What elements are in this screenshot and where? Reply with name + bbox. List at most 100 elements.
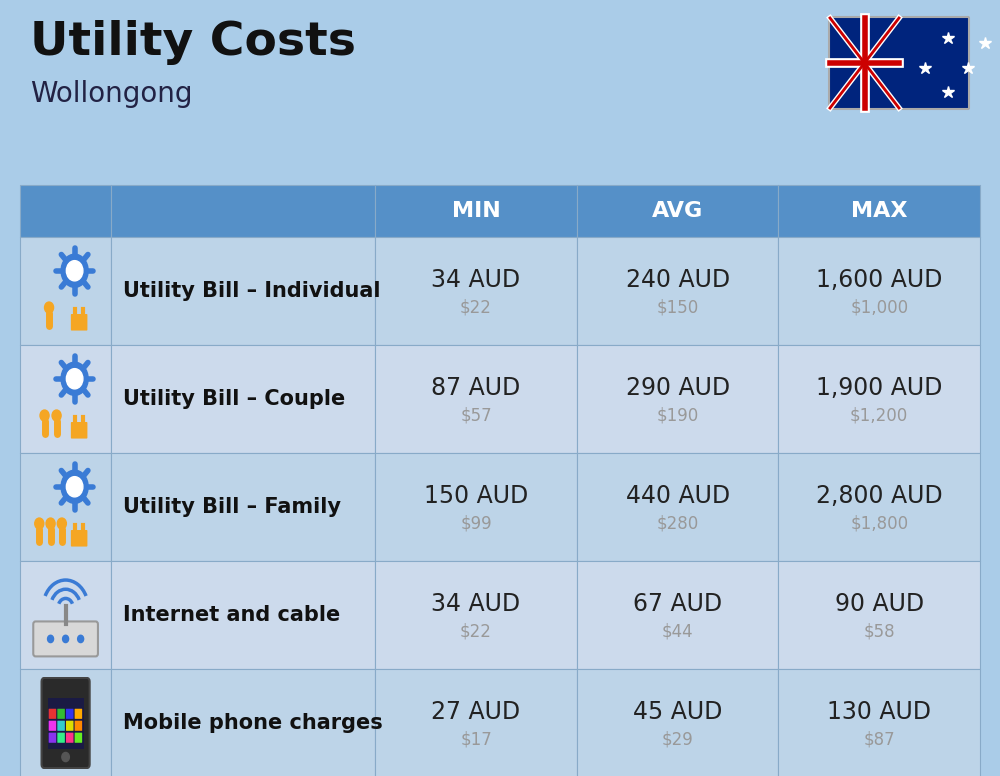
Text: Utility Bill – Couple: Utility Bill – Couple: [123, 389, 345, 409]
Bar: [20, 561, 111, 669]
FancyBboxPatch shape: [66, 721, 73, 731]
Bar: [111, 561, 375, 669]
Bar: [778, 185, 980, 237]
Circle shape: [48, 636, 54, 643]
Text: $29: $29: [662, 730, 693, 748]
Text: Utility Bill – Family: Utility Bill – Family: [123, 497, 341, 517]
Bar: [577, 453, 778, 561]
FancyBboxPatch shape: [71, 422, 87, 438]
Circle shape: [52, 410, 61, 421]
Bar: [111, 345, 375, 453]
Bar: [778, 669, 980, 776]
Circle shape: [46, 518, 55, 529]
Bar: [20, 185, 111, 237]
FancyBboxPatch shape: [57, 721, 65, 731]
Bar: [778, 561, 980, 669]
Bar: [20, 345, 111, 453]
Bar: [20, 453, 111, 561]
Text: 87 AUD: 87 AUD: [431, 376, 521, 400]
FancyBboxPatch shape: [71, 530, 87, 546]
Text: $44: $44: [662, 622, 693, 640]
Bar: [111, 237, 375, 345]
Bar: [20, 669, 111, 776]
FancyBboxPatch shape: [75, 721, 82, 731]
FancyBboxPatch shape: [66, 708, 73, 719]
Text: Wollongong: Wollongong: [30, 80, 192, 108]
Circle shape: [61, 362, 88, 395]
Text: MAX: MAX: [851, 201, 907, 221]
FancyBboxPatch shape: [57, 708, 65, 719]
Text: Mobile phone charges: Mobile phone charges: [123, 713, 383, 733]
Bar: [111, 453, 375, 561]
Text: Internet and cable: Internet and cable: [123, 605, 340, 625]
Bar: [577, 185, 778, 237]
Circle shape: [66, 476, 83, 497]
Bar: [111, 669, 375, 776]
Bar: [577, 237, 778, 345]
Circle shape: [57, 518, 66, 529]
FancyBboxPatch shape: [48, 698, 84, 749]
FancyBboxPatch shape: [49, 721, 56, 731]
Bar: [577, 669, 778, 776]
Circle shape: [63, 636, 69, 643]
Text: Utility Costs: Utility Costs: [30, 20, 356, 65]
Bar: [20, 237, 111, 345]
Bar: [375, 237, 577, 345]
Text: 34 AUD: 34 AUD: [431, 592, 521, 616]
Text: $1,800: $1,800: [850, 514, 908, 532]
Circle shape: [66, 261, 83, 281]
Bar: [111, 185, 375, 237]
Text: $57: $57: [460, 406, 492, 424]
Text: $99: $99: [460, 514, 492, 532]
Text: 150 AUD: 150 AUD: [424, 484, 528, 508]
Bar: [375, 453, 577, 561]
Text: 1,600 AUD: 1,600 AUD: [816, 268, 942, 293]
Circle shape: [78, 636, 84, 643]
Text: $58: $58: [863, 622, 895, 640]
Text: 90 AUD: 90 AUD: [835, 592, 924, 616]
Text: 34 AUD: 34 AUD: [431, 268, 521, 293]
FancyBboxPatch shape: [66, 733, 73, 743]
Text: AVG: AVG: [652, 201, 703, 221]
Circle shape: [40, 410, 49, 421]
Circle shape: [45, 302, 54, 313]
Bar: [375, 345, 577, 453]
Text: 2,800 AUD: 2,800 AUD: [816, 484, 943, 508]
FancyBboxPatch shape: [49, 733, 56, 743]
Text: 45 AUD: 45 AUD: [633, 700, 722, 724]
Text: $190: $190: [656, 406, 699, 424]
FancyBboxPatch shape: [71, 314, 87, 331]
Text: $1,200: $1,200: [850, 406, 908, 424]
Circle shape: [62, 753, 69, 761]
Text: 440 AUD: 440 AUD: [626, 484, 730, 508]
FancyBboxPatch shape: [33, 622, 98, 656]
Text: 240 AUD: 240 AUD: [626, 268, 730, 293]
FancyBboxPatch shape: [49, 708, 56, 719]
Text: 290 AUD: 290 AUD: [626, 376, 730, 400]
FancyBboxPatch shape: [75, 733, 82, 743]
Text: $150: $150: [656, 298, 699, 316]
Bar: [577, 345, 778, 453]
Text: 130 AUD: 130 AUD: [827, 700, 931, 724]
Text: Utility Bill – Individual: Utility Bill – Individual: [123, 281, 381, 301]
FancyBboxPatch shape: [829, 17, 969, 109]
Bar: [375, 669, 577, 776]
Bar: [778, 345, 980, 453]
FancyBboxPatch shape: [75, 708, 82, 719]
FancyBboxPatch shape: [57, 733, 65, 743]
Text: 27 AUD: 27 AUD: [431, 700, 521, 724]
Text: $22: $22: [460, 298, 492, 316]
FancyBboxPatch shape: [42, 678, 90, 768]
Text: 1,900 AUD: 1,900 AUD: [816, 376, 942, 400]
Text: $87: $87: [863, 730, 895, 748]
Circle shape: [61, 470, 88, 504]
Text: 67 AUD: 67 AUD: [633, 592, 722, 616]
Circle shape: [66, 369, 83, 389]
Text: $280: $280: [656, 514, 699, 532]
Bar: [375, 185, 577, 237]
Bar: [577, 561, 778, 669]
Bar: [375, 561, 577, 669]
Circle shape: [61, 255, 88, 287]
Bar: [778, 237, 980, 345]
Text: $17: $17: [460, 730, 492, 748]
